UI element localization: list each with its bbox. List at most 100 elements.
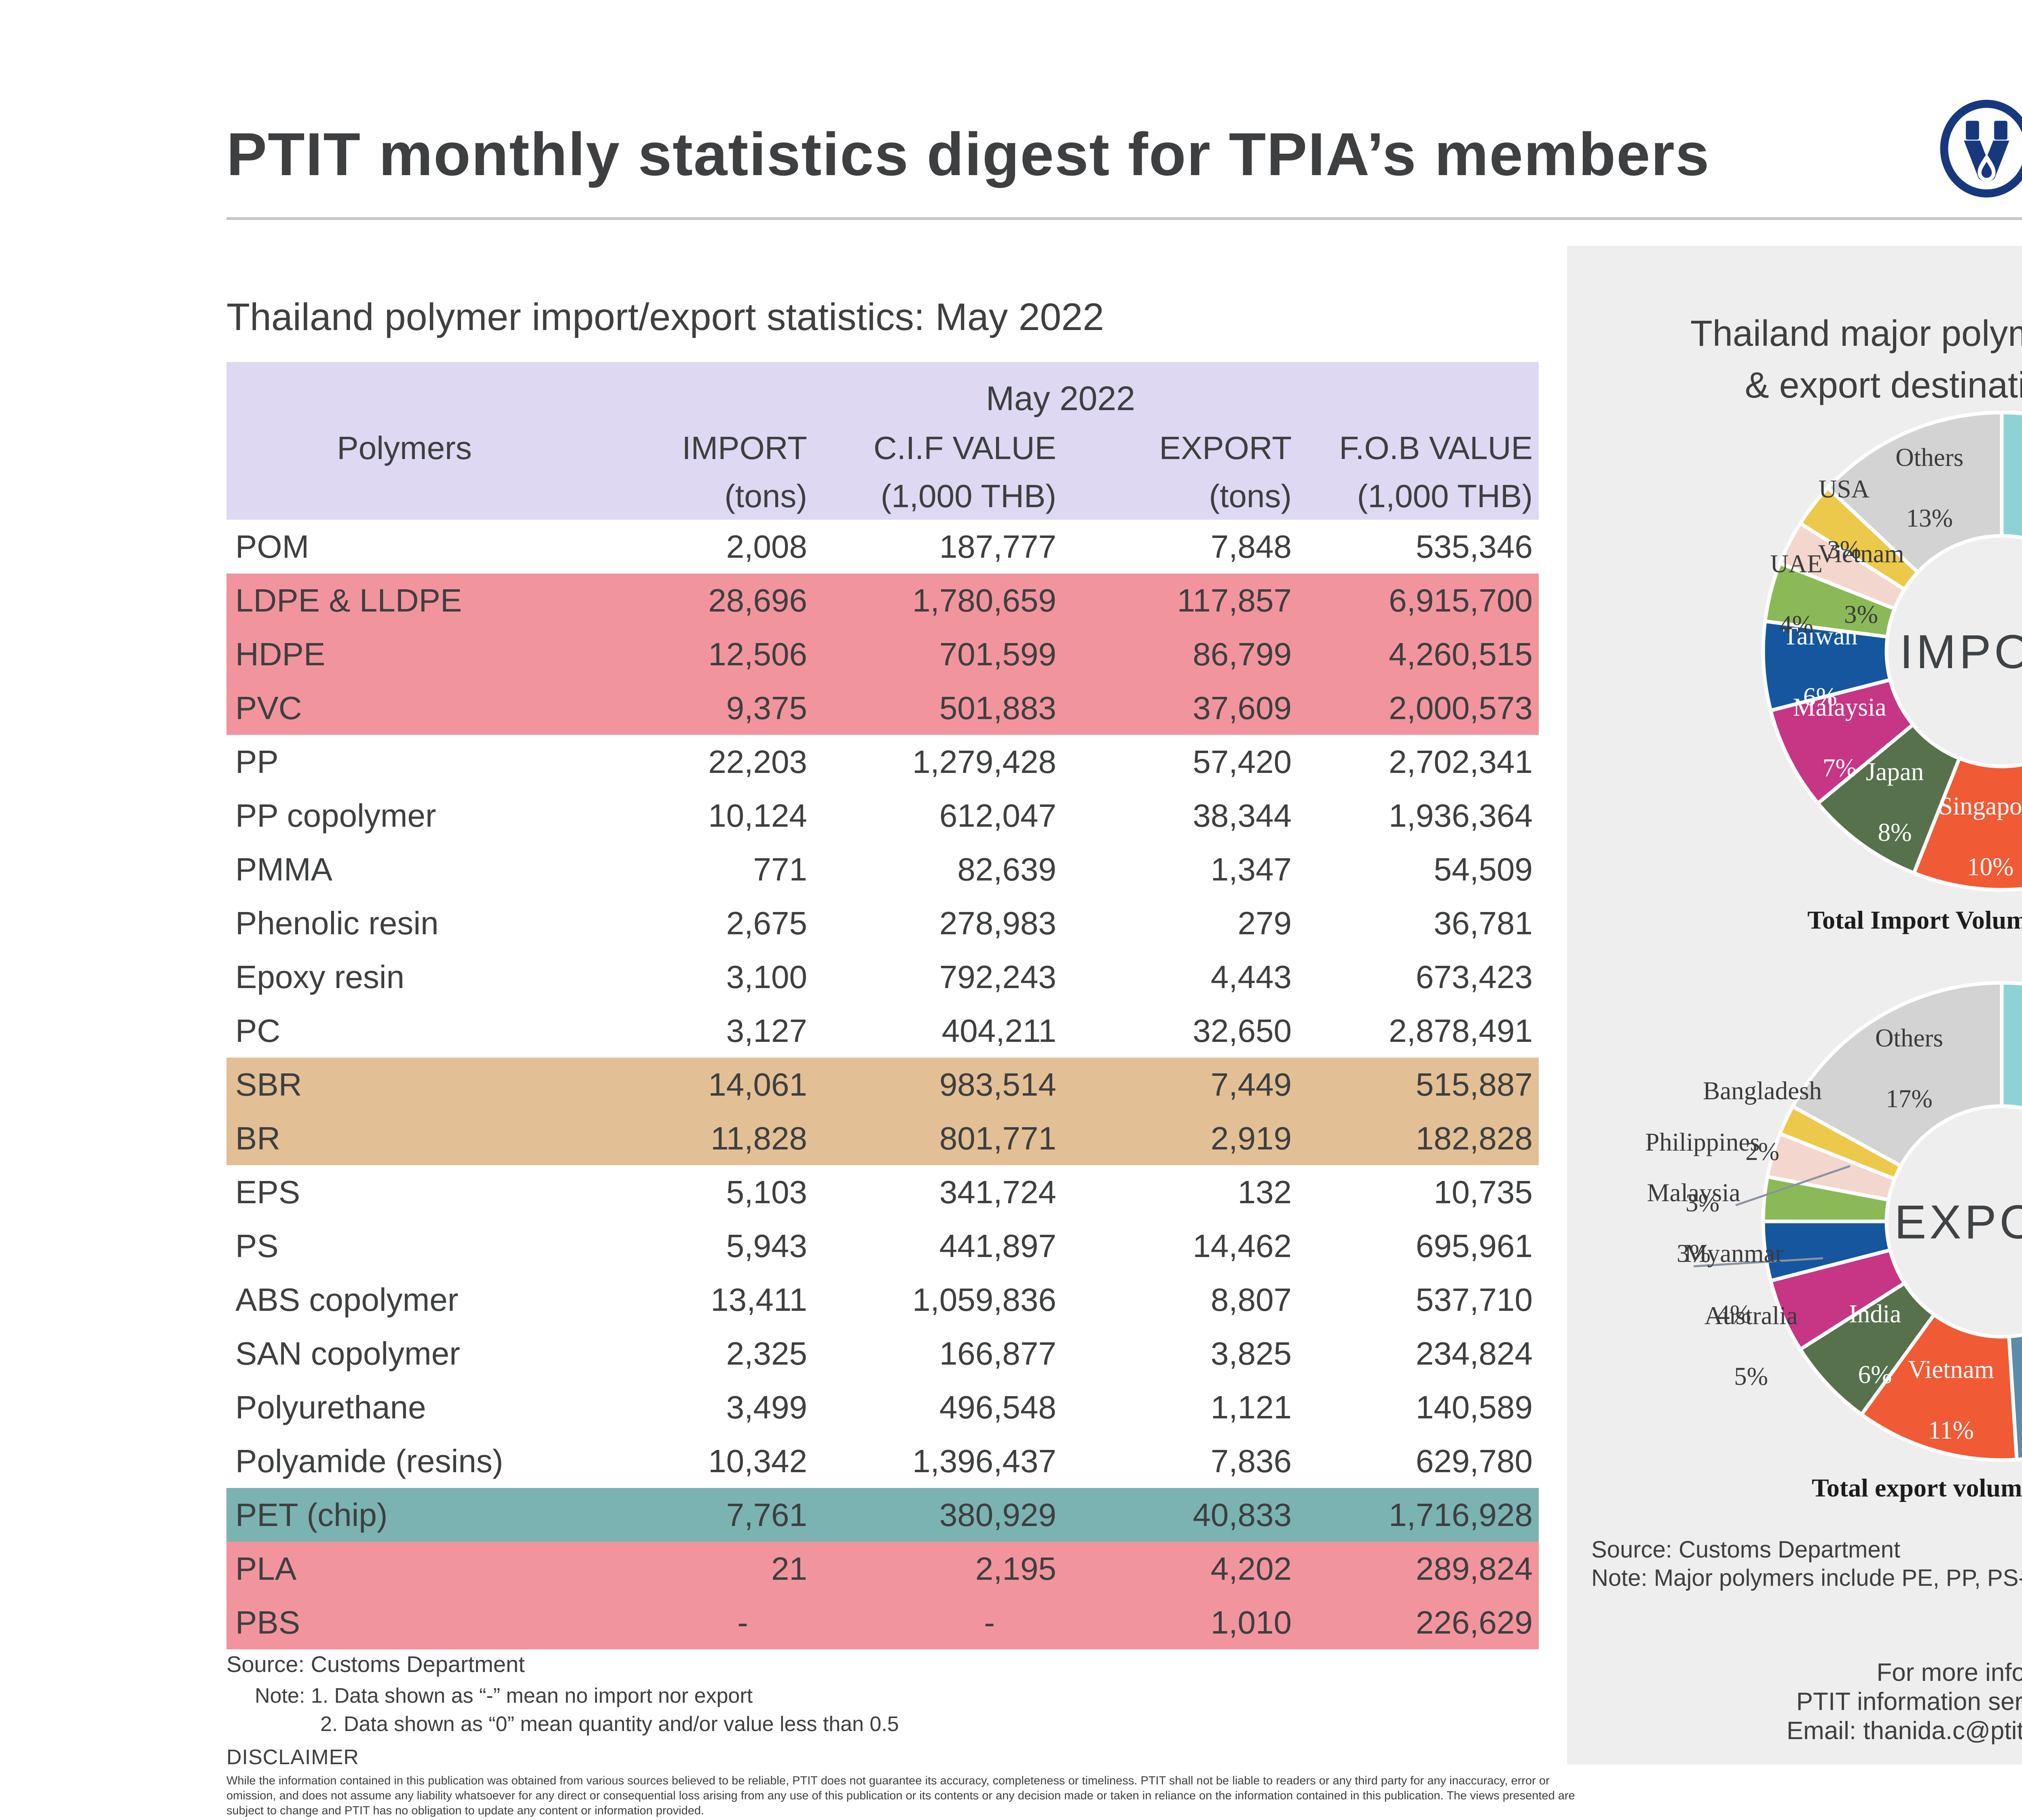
charts-panel-title-line1: Thailand major polymer import sources <box>1690 313 2022 354</box>
table-row: PC 3,127 404,211 32,650 2,878,491 <box>226 1004 1539 1058</box>
import-tons-cell: 11,828 <box>711 1120 807 1156</box>
import-tons-cell: 10,342 <box>708 1443 807 1479</box>
import-tons-cell: 22,203 <box>708 743 807 780</box>
cif-value-cell: 792,243 <box>939 959 1056 995</box>
cif-value-cell: 496,548 <box>939 1389 1056 1425</box>
fob-value-cell: 535,346 <box>1415 528 1533 565</box>
import-tons-cell: 13,411 <box>711 1281 807 1318</box>
pti-logo-icon <box>1940 99 2022 198</box>
polymer-name-cell: POM <box>235 528 309 565</box>
charts-panel-title: Thailand major polymer import sources & … <box>1567 308 2022 412</box>
polymer-name-cell: EPS <box>235 1174 300 1210</box>
export-tons-cell: 117,857 <box>1177 582 1292 618</box>
unit-label-fob: (1,000 THB) <box>1357 478 1533 514</box>
label-leader-line <box>1693 1257 1823 1268</box>
donut-slice-vietnam <box>1859 1313 2019 1462</box>
import-tons-cell: 12,506 <box>708 636 807 672</box>
slice-label-others: Others 13% <box>1895 443 1963 532</box>
slice-label-vietnam: Vietnam 3% <box>1818 540 1904 629</box>
polymer-table: May 2022 Polymers IMPORT C.I.F VALUE EXP… <box>226 362 1539 1649</box>
fob-value-cell: 629,780 <box>1415 1443 1533 1479</box>
export-tons-cell: 3,825 <box>1210 1335 1292 1371</box>
slice-label-australia: Australia 5% <box>1705 1302 1798 1390</box>
cif-value-cell: 1,059,836 <box>912 1281 1056 1318</box>
table-row: Polyurethane 3,499 496,548 1,121 140,589 <box>226 1380 1539 1434</box>
table-body: POM 2,008 187,777 7,848 535,346 LDPE & LLDPE 2… <box>226 520 1539 1649</box>
cif-value-cell: 2,195 <box>975 1550 1056 1587</box>
export-tons-cell: 38,344 <box>1193 797 1292 834</box>
import-tons-cell: 2,675 <box>726 905 807 941</box>
import-tons-cell: 5,103 <box>726 1174 807 1210</box>
table-row: PLA 21 2,195 4,202 289,824 <box>226 1542 1539 1596</box>
table-note-1: Note: 1. Data shown as “-” mean no impor… <box>255 1684 753 1708</box>
table-row: PP copolymer 10,124 612,047 38,344 1,936,364 <box>226 789 1539 842</box>
disclaimer-body: While the information contained in this … <box>226 1774 1575 1818</box>
export-tons-cell: 132 <box>1237 1174 1292 1210</box>
table-row: Phenolic resin 2,675 278,983 279 36,781 <box>226 896 1539 950</box>
cif-value-cell: 1,279,428 <box>912 743 1056 780</box>
polymer-name-cell: Polyamide (resins) <box>235 1443 503 1479</box>
export-tons-cell: 4,443 <box>1210 959 1292 995</box>
import-tons-cell: 771 <box>753 851 807 887</box>
table-row: Epoxy resin 3,100 792,243 4,443 673,423 <box>226 950 1539 1004</box>
slice-label-uae: UAE 4% <box>1770 550 1822 639</box>
column-header-import: IMPORT <box>682 430 807 466</box>
donut-center-label: EXPORT <box>1894 1196 2022 1249</box>
fob-value-cell: 1,716,928 <box>1389 1496 1533 1533</box>
slice-label-others: Others 17% <box>1875 1024 1943 1113</box>
cif-value-cell: 82,639 <box>957 851 1056 887</box>
import-donut-chart: S.Korea18%China17%Saudi Arabia11%Singapo… <box>1761 411 2022 892</box>
polymer-name-cell: PMMA <box>235 851 332 887</box>
donut-slice-china <box>2000 981 2022 1110</box>
polymer-name-cell: PVC <box>235 690 302 726</box>
slice-label-philippines: Philippines 3% <box>1645 1128 1760 1217</box>
export-tons-cell: 40,833 <box>1193 1496 1292 1533</box>
contact-line-3: Email: thanida.c@ptit.org, chayanat@ptit… <box>1786 1717 2022 1745</box>
donut-center-label: IMPORT <box>1900 625 2022 679</box>
table-row: Polyamide (resins) 10,342 1,396,437 7,836 62… <box>226 1434 1539 1488</box>
import-tons-cell: 2,325 <box>726 1335 807 1371</box>
column-header-fob: F.O.B VALUE <box>1339 430 1533 466</box>
polymer-name-cell: PC <box>235 1012 281 1049</box>
fob-value-cell: 695,961 <box>1415 1227 1533 1264</box>
table-row: PBS - - 1,010 226,629 <box>226 1596 1539 1649</box>
polymer-name-cell: Polyurethane <box>235 1389 426 1425</box>
logo: Petroleum Institute of Thailand สถาบันปิ… <box>1939 99 2022 198</box>
fob-value-cell: 537,710 <box>1415 1281 1533 1318</box>
slice-label-taiwan: Taiwan 6% <box>1783 622 1858 711</box>
export-tons-cell: 7,449 <box>1210 1066 1292 1103</box>
polymer-name-cell: ABS copolymer <box>235 1281 459 1318</box>
fob-value-cell: 234,824 <box>1415 1335 1533 1371</box>
fob-value-cell: 1,936,364 <box>1389 797 1533 834</box>
export-tons-cell: 1,347 <box>1210 851 1292 887</box>
slice-label-malaysia: Malaysia 3% <box>1647 1179 1741 1268</box>
slice-label-vietnam: Vietnam 11% <box>1908 1355 1994 1444</box>
cif-value-cell: 1,780,659 <box>912 582 1056 618</box>
table-footnotes: Source: Customs Department Note: 1. Data… <box>226 1651 1585 1818</box>
polymer-name-cell: PET (chip) <box>235 1496 388 1533</box>
fob-value-cell: 4,260,515 <box>1389 636 1533 672</box>
polymer-name-cell: Phenolic resin <box>235 905 439 941</box>
export-tons-cell: 7,836 <box>1210 1443 1292 1479</box>
table-row: PMMA 771 82,639 1,347 54,509 <box>226 842 1539 896</box>
cif-value-cell: 341,724 <box>939 1174 1056 1210</box>
unit-label-cif: (1,000 THB) <box>880 478 1056 514</box>
table-row: SBR 14,061 983,514 7,449 515,887 <box>226 1058 1539 1111</box>
header-divider <box>226 217 2022 220</box>
polymer-name-cell: BR <box>235 1120 281 1156</box>
cif-value-cell: 1,396,437 <box>912 1443 1056 1479</box>
polymer-name-cell: PP <box>235 743 279 780</box>
disclaimer-title: DISCLAIMER <box>226 1746 359 1769</box>
fob-value-cell: 515,887 <box>1415 1066 1533 1103</box>
export-tons-cell: 86,799 <box>1193 636 1292 672</box>
polymer-name-cell: PP copolymer <box>235 797 436 834</box>
polymer-name-cell: LDPE & LLDPE <box>235 582 462 618</box>
polymer-name-cell: HDPE <box>235 636 326 672</box>
label-leader-line <box>1735 1165 1851 1206</box>
polymer-name-cell: PS <box>235 1227 279 1264</box>
contact-line-2: PTIT information service, www.ptit.org/f… <box>1796 1688 2022 1716</box>
import-tons-cell: 2,008 <box>726 528 807 565</box>
cif-value-cell: 801,771 <box>939 1120 1056 1156</box>
export-tons-cell: 2,919 <box>1210 1120 1292 1156</box>
export-tons-cell: 32,650 <box>1193 1012 1292 1049</box>
